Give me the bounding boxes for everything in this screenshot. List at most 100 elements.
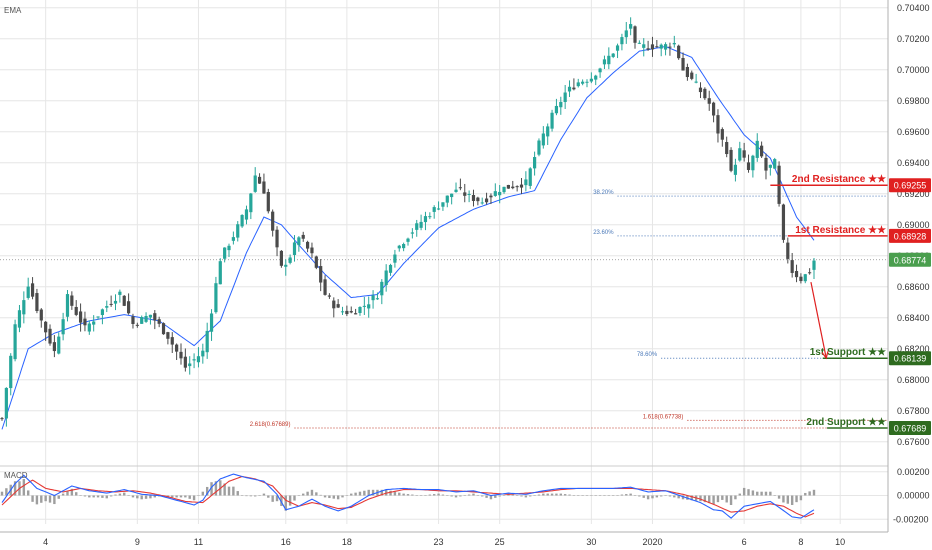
candle-body [113,300,118,304]
candle-body [218,261,222,285]
macd-histogram-bar [70,488,74,496]
price-tick-label: 0.68000 [897,375,930,385]
candle-body [44,321,48,333]
candle-body [205,330,209,353]
candle-body [236,224,240,238]
macd-histogram-bar [572,495,576,496]
macd-histogram-bar [411,494,414,496]
macd-histogram-bar [804,492,807,496]
candle-body [35,293,39,312]
level-price-tag-bg [889,228,931,243]
candle-body [30,283,35,297]
candle-body [585,81,589,83]
macd-histogram-bar [795,495,798,503]
price-tick-label: 0.69000 [897,220,930,230]
candle-body [48,328,52,344]
macd-histogram-bar [88,495,91,498]
candle-body [790,260,794,273]
macd-histogram-bar [419,495,423,496]
macd-histogram-bar [550,493,554,496]
candle-body [808,272,812,274]
grid [0,0,888,524]
candle-body [9,355,13,389]
macd-histogram-bar [660,495,663,497]
projection-arrowhead [821,351,829,360]
candle-body [249,193,253,213]
macd-histogram-bar [341,495,344,498]
macd-histogram-bar [389,490,392,496]
macd-histogram-bar [502,495,506,496]
macd-histogram-bar [782,495,785,503]
macd-histogram-bar [673,495,676,498]
candle-body [148,314,153,318]
macd-pane [0,465,888,519]
macd-histogram-bar [319,494,322,496]
candle-body [122,295,126,306]
fib-label: 1.618(0.67738) [643,414,684,420]
macd-indicator-label[interactable]: MACD [4,471,28,480]
time-tick-label: 6 [742,537,747,547]
macd-tick-label: 0.00200 [897,467,930,477]
macd-histogram-bar [581,495,584,496]
time-tick-label: 10 [835,537,845,547]
fib-label: 38.20% [593,190,614,196]
candle-body [467,194,471,196]
macd-histogram-bar [450,495,453,497]
macd-histogram-bar [677,495,680,499]
candle-body [794,270,799,278]
candle-body [725,142,729,155]
candle-body [345,310,349,315]
candles [0,17,816,427]
macd-histogram-bar [764,491,768,496]
macd-histogram-bar [555,493,558,496]
candle-body [502,186,506,193]
macd-histogram-bar [83,495,87,497]
macd-histogram-bar [288,495,292,506]
macd-histogram-bar [131,495,135,498]
macd-histogram-bar [105,495,108,499]
candle-body [358,307,362,314]
candle-body [135,324,139,326]
macd-histogram-bar [441,494,445,496]
time-tick-label: 25 [495,537,505,547]
candle-body [463,192,467,196]
macd-histogram-bar [302,493,305,496]
time-tick-label: 16 [281,537,291,547]
candle-body [572,87,576,90]
macd-histogram-bar [254,495,257,497]
candle-body [279,250,283,266]
macd-histogram-bar [703,495,707,503]
macd-histogram-bar [402,493,405,496]
candle-body [349,311,353,313]
fib-label: 23.60% [593,230,614,236]
candle-body [484,198,489,203]
price-tick-label: 0.69200 [897,189,930,199]
candle-body [105,306,109,308]
time-tick-label: 9 [135,537,140,547]
price-tick-label: 0.69600 [897,127,930,137]
macd-histogram-bar [459,495,462,497]
candle-body [340,311,345,313]
candle-body [26,286,30,298]
macd-histogram-bar [267,495,270,498]
candle-body [690,72,694,79]
candle-body [161,323,166,335]
candle-body [432,207,436,212]
macd-tick-label: 0.00000 [897,491,930,501]
macd-histogram-bar [354,492,357,496]
macd-histogram-bar [345,495,349,496]
candle-body [607,55,611,65]
candle-body [563,92,567,103]
candle-body [615,45,620,51]
macd-histogram-bar [638,495,641,497]
macd-histogram-bar [756,491,759,496]
fib-label: 78.60% [637,352,658,358]
macd-histogram-bar [245,495,248,497]
candle-body [57,336,61,354]
macd-histogram-bar [336,495,340,500]
ema-indicator-label[interactable]: EMA [4,6,22,15]
candle-body [380,281,384,296]
candle-body [52,342,56,352]
